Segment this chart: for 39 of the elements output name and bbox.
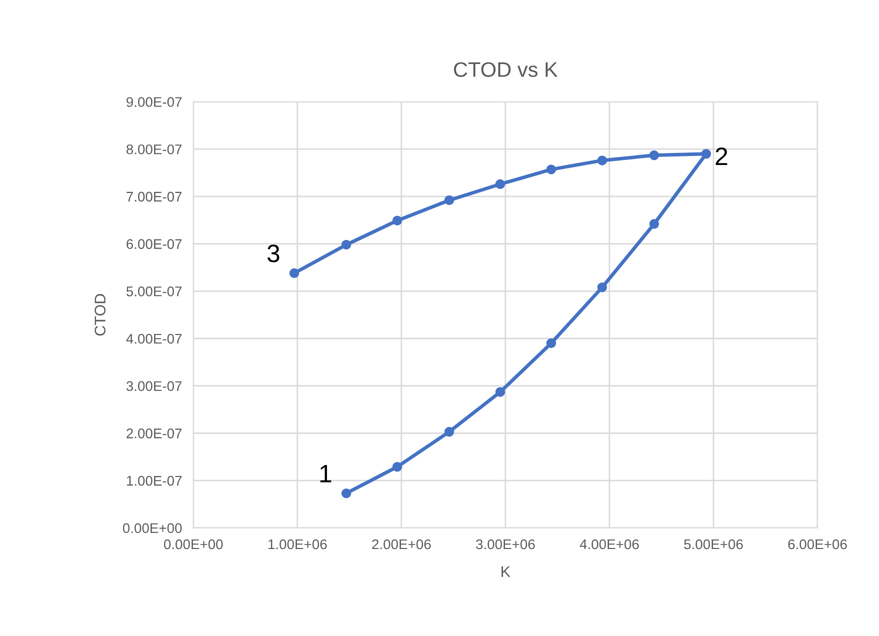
x-tick-label: 1.00E+06 bbox=[268, 539, 327, 550]
y-tick-label: 4.00E-07 bbox=[126, 334, 182, 344]
y-tick-label: 7.00E-07 bbox=[126, 192, 182, 202]
x-tick-label: 0.00E+00 bbox=[164, 539, 223, 550]
x-tick-label: 3.00E+06 bbox=[476, 539, 535, 550]
x-tick-label: 4.00E+06 bbox=[580, 539, 639, 550]
y-tick-label: 3.00E-07 bbox=[126, 381, 182, 392]
y-tick-label: 5.00E-07 bbox=[126, 286, 182, 296]
y-tick-label: 8.00E-07 bbox=[126, 144, 182, 154]
y-tick-label: 0.00E+00 bbox=[122, 523, 182, 534]
point bbox=[649, 150, 660, 160]
point bbox=[495, 387, 506, 397]
point bbox=[597, 282, 608, 292]
point bbox=[444, 195, 454, 206]
point bbox=[649, 219, 660, 229]
x-tick-label: 6.00E+06 bbox=[788, 539, 847, 550]
point bbox=[341, 488, 352, 498]
y-axis-title: CTOD bbox=[94, 294, 106, 336]
point bbox=[546, 164, 556, 174]
point bbox=[444, 426, 454, 437]
x-axis-title: K bbox=[502, 566, 510, 577]
x-tick-label: 2.00E+06 bbox=[372, 539, 431, 550]
point bbox=[597, 156, 608, 166]
point bbox=[701, 148, 712, 159]
x-tick-label: 5.00E+06 bbox=[684, 539, 743, 550]
y-tick-label: 6.00E-07 bbox=[126, 239, 182, 249]
y-tick-label: 9.00E-07 bbox=[126, 97, 182, 107]
annotation: 1 bbox=[320, 465, 332, 482]
point bbox=[289, 268, 300, 278]
point bbox=[392, 216, 402, 226]
point bbox=[546, 338, 556, 348]
point bbox=[392, 462, 402, 472]
point bbox=[341, 240, 352, 250]
y-tick-label: 2.00E-07 bbox=[126, 428, 182, 438]
y-tick-label: 1.00E-07 bbox=[126, 476, 182, 486]
chart-title: CTOD vs K bbox=[454, 62, 558, 77]
annotation: 3 bbox=[267, 244, 280, 262]
annotation: 2 bbox=[716, 147, 728, 165]
point bbox=[495, 179, 506, 190]
